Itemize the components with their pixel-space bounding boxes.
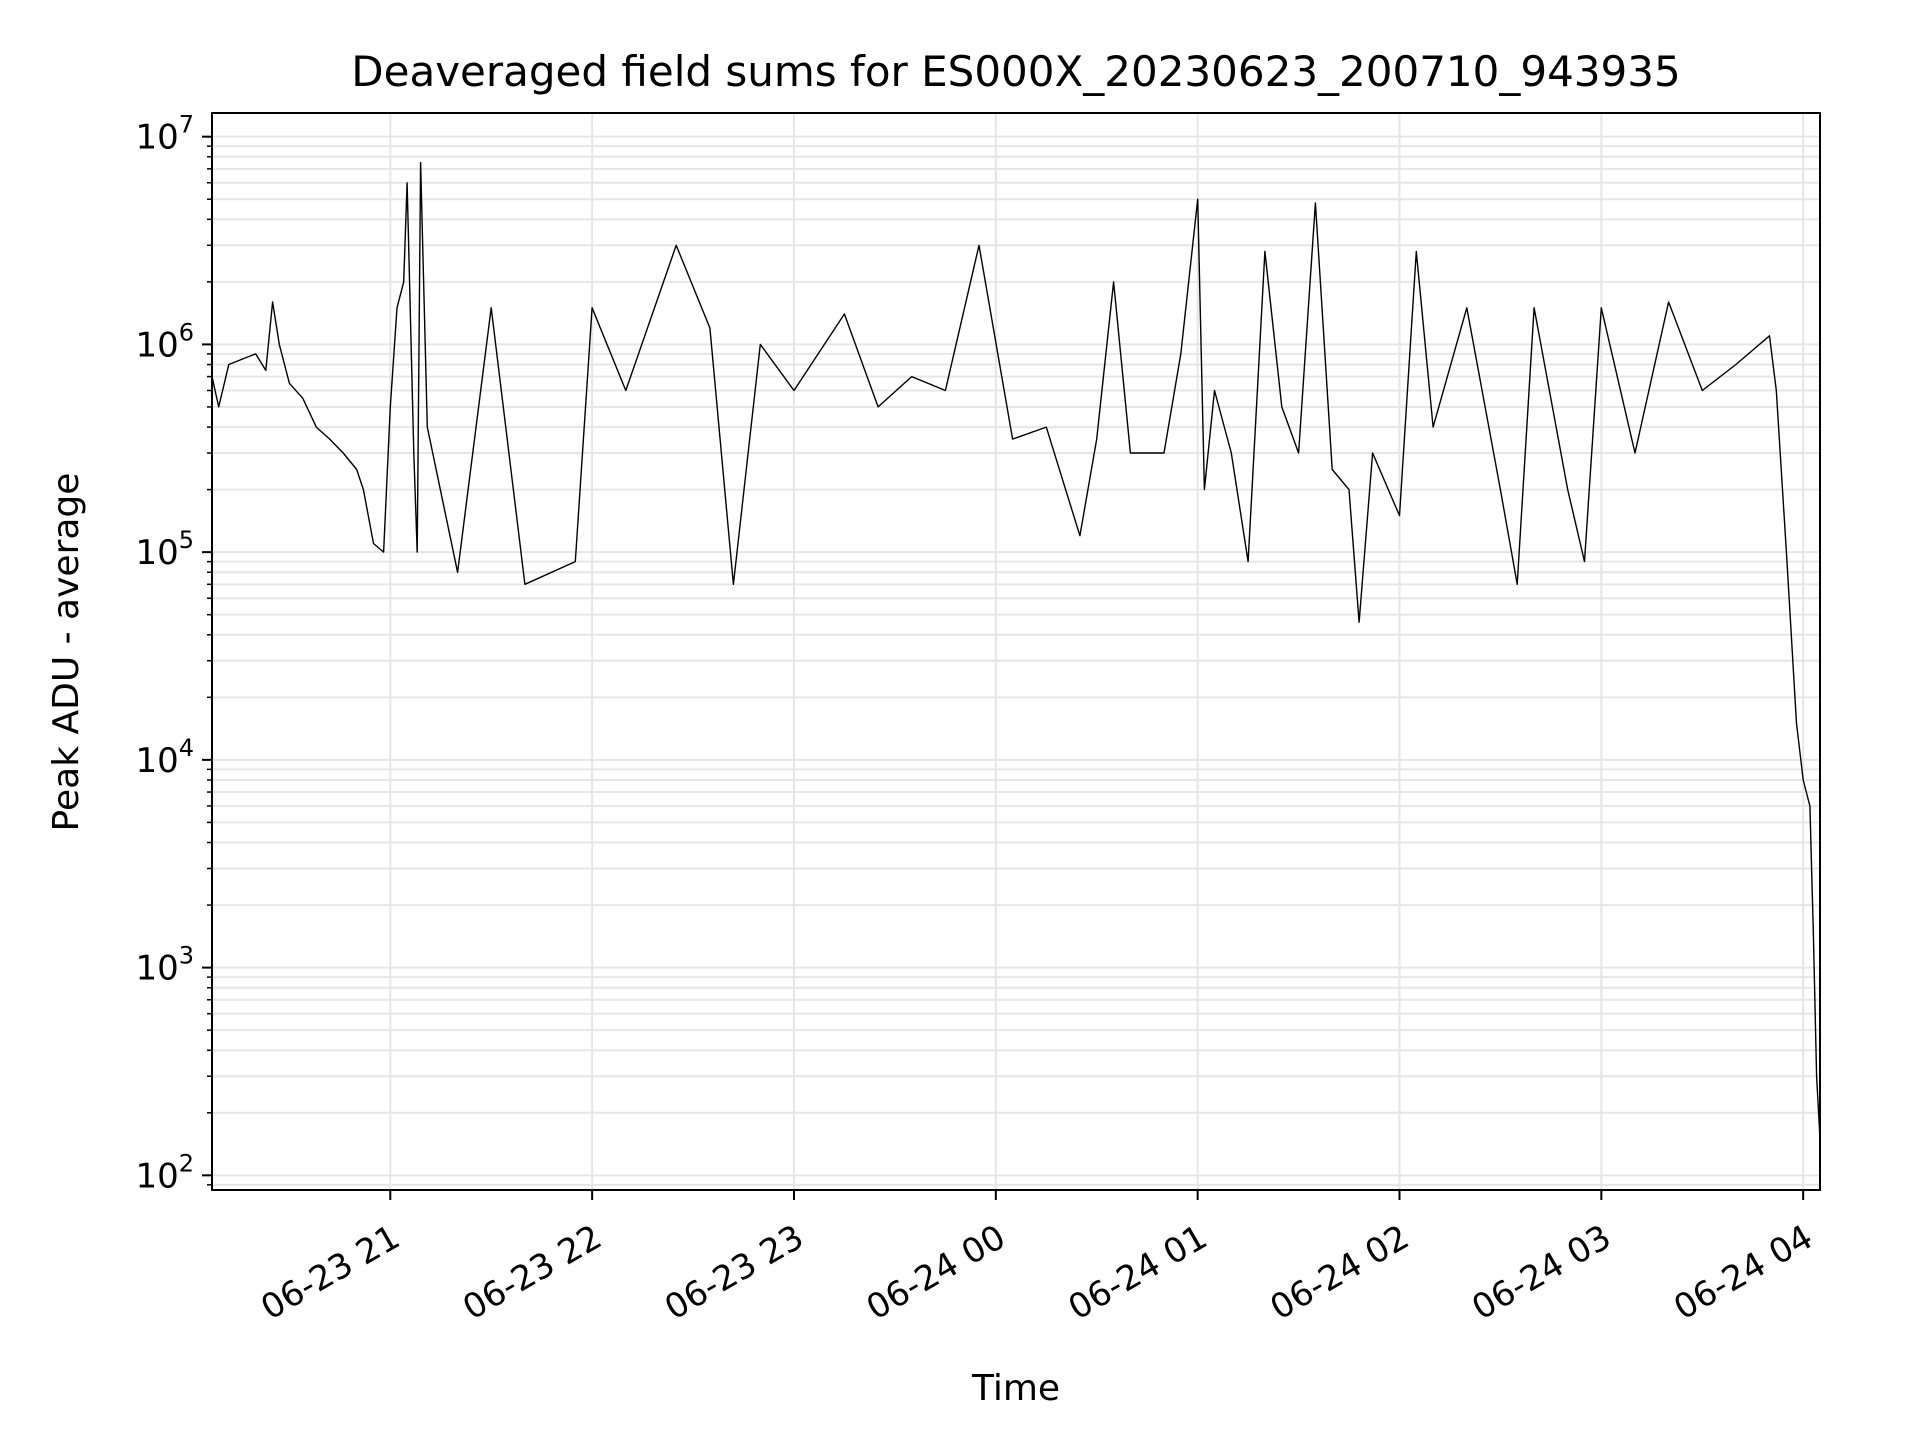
y-tick-label: 107 <box>135 111 194 158</box>
x-tick-label: 06-24 03 <box>1465 1217 1617 1328</box>
x-axis-ticks: 06-23 21 06-23 22 06-23 23 06-24 00 06-24 01… <box>254 1190 1820 1328</box>
chart-title: Deaveraged field sums for ES000X_2023062… <box>351 47 1680 96</box>
x-tick-label: 06-23 22 <box>456 1217 608 1328</box>
x-tick-label: 06-24 00 <box>860 1217 1012 1328</box>
y-tick-label: 104 <box>135 734 194 781</box>
x-tick-label: 06-24 02 <box>1264 1217 1416 1328</box>
y-axis-ticks: 102 103 104 105 106 107 <box>135 111 212 1196</box>
x-tick-label: 06-23 23 <box>658 1217 810 1328</box>
y-axis-label: Peak ADU - average <box>46 473 87 832</box>
series-line <box>212 161 1820 1139</box>
x-tick-label: 06-24 04 <box>1667 1217 1819 1328</box>
x-tick-label: 06-23 21 <box>254 1217 406 1328</box>
y-tick-label: 105 <box>135 526 194 573</box>
y-tick-label: 103 <box>135 942 194 989</box>
plot-frame <box>211 112 1821 1191</box>
minor-gridlines <box>212 145 1820 1186</box>
y-tick-label: 102 <box>135 1149 194 1196</box>
x-tick-label: 06-24 01 <box>1062 1217 1214 1328</box>
x-axis-label: Time <box>971 1368 1060 1409</box>
y-tick-label: 106 <box>135 318 194 365</box>
major-gridlines <box>212 113 1820 1190</box>
